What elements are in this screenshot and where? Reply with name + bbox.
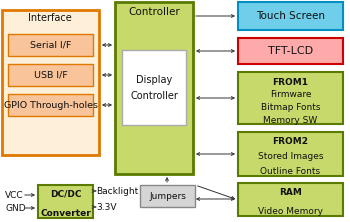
Bar: [8, 94, 93, 116]
Text: 3.3V: 3.3V: [96, 202, 117, 212]
Text: Outline Fonts: Outline Fonts: [260, 166, 321, 176]
Text: FROM2: FROM2: [273, 137, 308, 145]
Text: GND: GND: [5, 204, 26, 212]
Text: VCC: VCC: [5, 190, 24, 200]
Text: Memory SW: Memory SW: [263, 115, 318, 125]
Bar: [8, 64, 93, 86]
Bar: [238, 38, 343, 64]
Text: RAM: RAM: [279, 188, 302, 196]
Text: Display: Display: [136, 75, 172, 85]
Text: Jumpers: Jumpers: [149, 192, 186, 200]
Text: TFT-LCD: TFT-LCD: [268, 46, 313, 56]
Bar: [238, 132, 343, 176]
Text: FROM1: FROM1: [273, 77, 308, 87]
Text: USB I/F: USB I/F: [34, 71, 67, 79]
Text: Video Memory: Video Memory: [258, 206, 323, 216]
Text: Bitmap Fonts: Bitmap Fonts: [261, 103, 320, 112]
Text: Stored Images: Stored Images: [258, 151, 323, 161]
Bar: [38, 185, 93, 218]
Bar: [8, 34, 93, 56]
Bar: [2, 10, 99, 155]
Text: Backlight: Backlight: [96, 186, 138, 196]
Bar: [238, 183, 343, 216]
Text: Touch Screen: Touch Screen: [256, 11, 325, 21]
Text: GPIO Through-holes: GPIO Through-holes: [4, 101, 98, 109]
Bar: [122, 50, 186, 125]
Text: DC/DC: DC/DC: [50, 190, 81, 198]
Text: Serial I/F: Serial I/F: [30, 40, 71, 50]
Bar: [238, 72, 343, 124]
Text: Controller: Controller: [130, 91, 178, 101]
Bar: [238, 2, 343, 30]
Text: Converter: Converter: [40, 208, 91, 218]
Text: Firmware: Firmware: [270, 90, 311, 99]
Text: Interface: Interface: [28, 13, 72, 23]
Bar: [140, 185, 195, 207]
Bar: [115, 2, 193, 174]
Text: Controller: Controller: [128, 7, 180, 17]
